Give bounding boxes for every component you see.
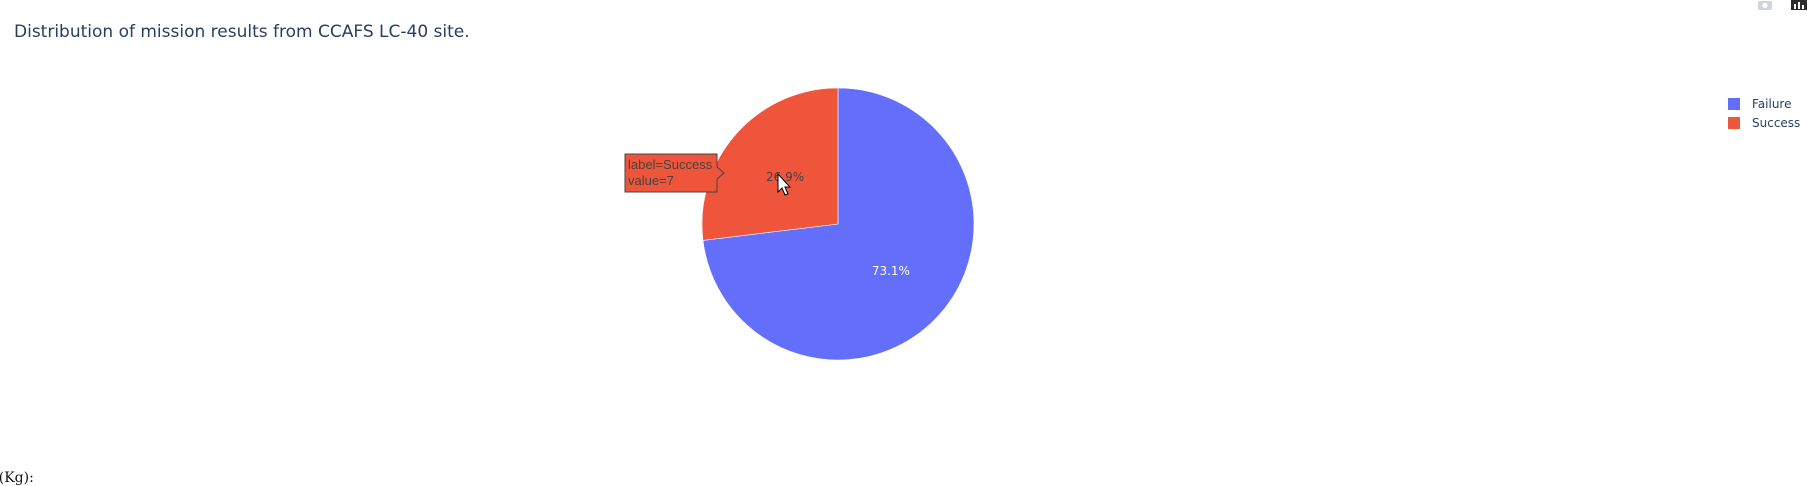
plotly-logo-icon[interactable]	[1791, 0, 1807, 10]
chart-title: Distribution of mission results from CCA…	[14, 22, 470, 42]
hover-tooltip-line: value=7	[628, 173, 674, 188]
bottom-axis-label: e (Kg):	[0, 470, 34, 486]
hover-tooltip-line: label=Success	[628, 157, 713, 172]
pie-slice-failure[interactable]	[702, 87, 975, 361]
legend-label-success: Success	[1752, 116, 1800, 130]
legend-label-failure: Failure	[1752, 97, 1791, 111]
mouse-cursor-icon	[777, 172, 792, 196]
slice-percent-label: 73.1%	[872, 264, 910, 278]
slice-percent-label: 26.9%	[766, 170, 804, 184]
hover-tooltip	[624, 153, 725, 193]
pie-slice-success[interactable]	[701, 87, 839, 241]
camera-icon[interactable]	[1757, 0, 1773, 10]
modebar	[1757, 0, 1807, 10]
legend-swatch-success	[1728, 117, 1740, 129]
legend-swatch-failure	[1728, 98, 1740, 110]
